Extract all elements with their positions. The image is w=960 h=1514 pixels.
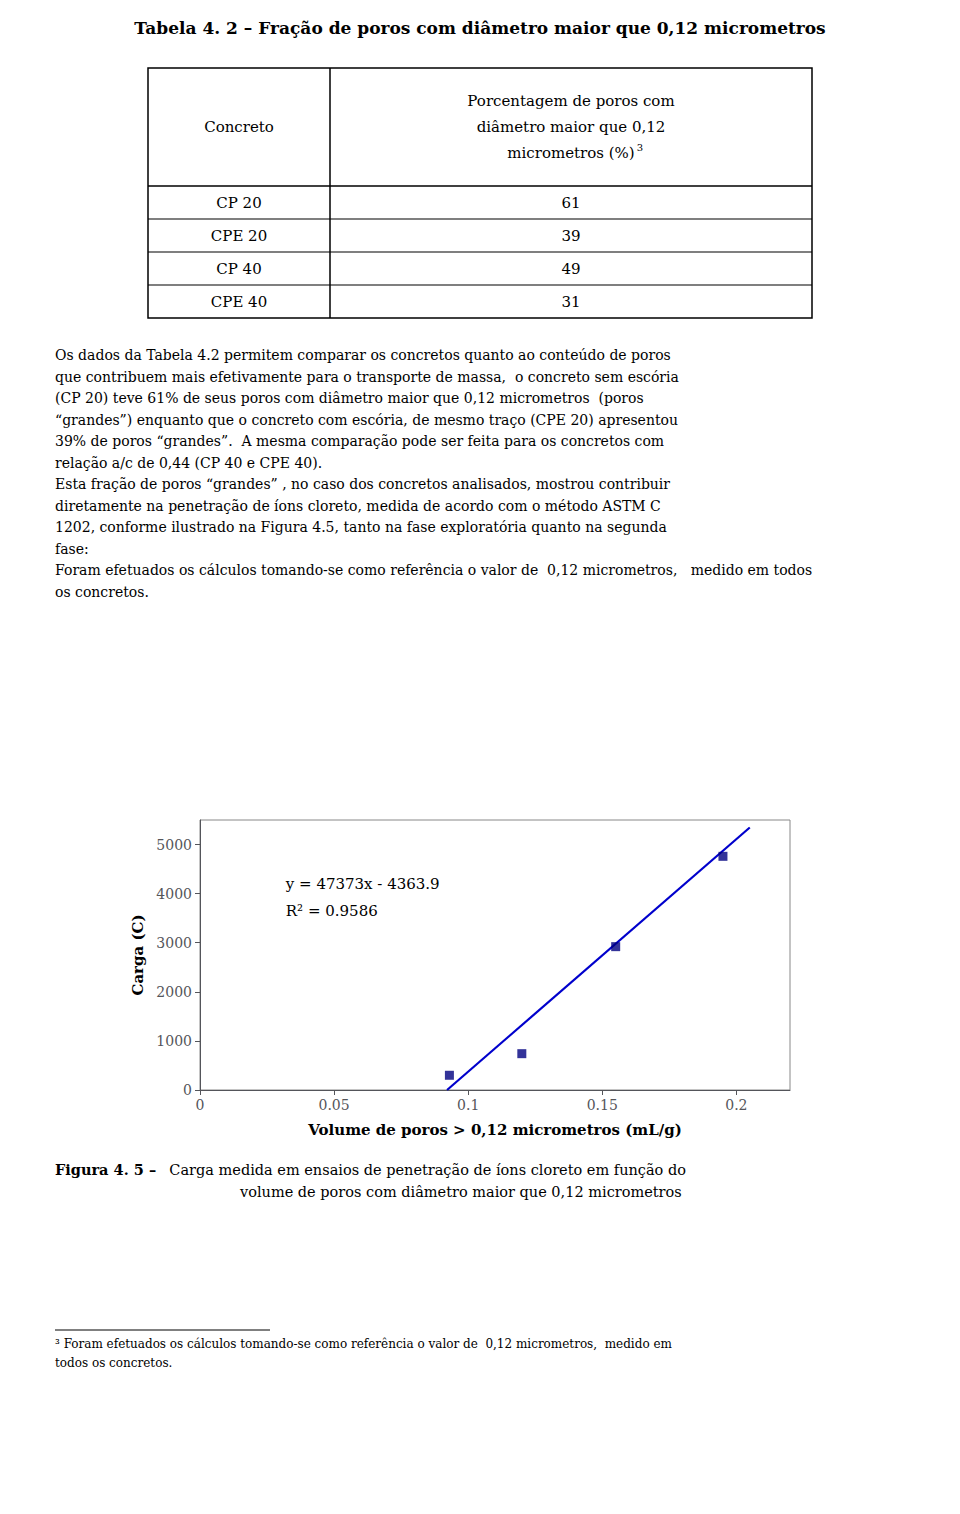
svg-text:1000: 1000 xyxy=(156,1033,192,1049)
svg-text:39: 39 xyxy=(561,227,580,245)
svg-text:Esta fração de poros “grandes”: Esta fração de poros “grandes” , no caso… xyxy=(55,476,670,492)
svg-text:31: 31 xyxy=(561,293,580,311)
svg-text:0: 0 xyxy=(196,1097,205,1113)
svg-text:os concretos.: os concretos. xyxy=(55,584,149,600)
svg-text:Concreto: Concreto xyxy=(204,118,274,136)
svg-text:diretamente na penetração de í: diretamente na penetração de íons cloret… xyxy=(55,498,661,514)
svg-text:4000: 4000 xyxy=(156,886,192,902)
svg-text:39% de poros “grandes”. A mes: 39% de poros “grandes”. A mesma comparaç… xyxy=(55,433,664,449)
svg-text:y = 47373x - 4363.9: y = 47373x - 4363.9 xyxy=(285,875,440,893)
svg-text:fase:: fase: xyxy=(55,541,89,557)
svg-text:Porcentagem de poros com: Porcentagem de poros com xyxy=(467,92,674,110)
svg-text:1202, conforme ilustrado na Fi: 1202, conforme ilustrado na Figura 4.5, … xyxy=(55,519,667,535)
svg-text:³ Foram efetuados os cálculos: ³ Foram efetuados os cálculos tomando-se… xyxy=(55,1337,673,1351)
svg-text:49: 49 xyxy=(561,260,580,278)
svg-text:0.15: 0.15 xyxy=(587,1097,618,1113)
svg-text:que contribuem mais efetivamen: que contribuem mais efetivamente para o … xyxy=(55,369,679,385)
svg-text:Carga medida em ensaios de pen: Carga medida em ensaios de penetração de… xyxy=(160,1162,686,1178)
svg-text:CPE 20: CPE 20 xyxy=(211,227,267,245)
svg-text:CPE 40: CPE 40 xyxy=(211,293,267,311)
svg-text:0.2: 0.2 xyxy=(725,1097,747,1113)
svg-text:3000: 3000 xyxy=(156,935,192,951)
svg-text:todos os concretos.: todos os concretos. xyxy=(55,1356,172,1370)
svg-text:(CP 20) teve 61% de seus poros: (CP 20) teve 61% de seus poros com diâme… xyxy=(55,390,644,406)
svg-text:0.1: 0.1 xyxy=(457,1097,479,1113)
svg-text:3: 3 xyxy=(637,142,643,153)
svg-text:2000: 2000 xyxy=(156,984,192,1000)
svg-text:Carga (C): Carga (C) xyxy=(129,914,147,995)
svg-text:0: 0 xyxy=(183,1082,192,1098)
svg-text:61: 61 xyxy=(561,194,580,212)
svg-text:diâmetro maior que 0,12: diâmetro maior que 0,12 xyxy=(477,118,666,136)
svg-text:Tabela 4. 2 – Fração de poros: Tabela 4. 2 – Fração de poros com diâmet… xyxy=(134,18,825,38)
svg-text:relação a/c de 0,44 (CP 40 e C: relação a/c de 0,44 (CP 40 e CPE 40). xyxy=(55,455,322,471)
svg-text:micrometros (%): micrometros (%) xyxy=(507,144,634,162)
svg-text:Volume de poros > 0,12 microme: Volume de poros > 0,12 micrometros (mL/g… xyxy=(307,1121,681,1139)
svg-text:CP 20: CP 20 xyxy=(216,194,261,212)
svg-text:5000: 5000 xyxy=(156,837,192,853)
svg-text:Figura 4. 5 –: Figura 4. 5 – xyxy=(55,1161,156,1178)
svg-text:R² = 0.9586: R² = 0.9586 xyxy=(286,902,378,920)
svg-text:Foram efetuados os cálculos to: Foram efetuados os cálculos tomando-se c… xyxy=(55,562,812,578)
svg-text:CP 40: CP 40 xyxy=(216,260,261,278)
svg-text:Os dados da Tabela 4.2 permite: Os dados da Tabela 4.2 permitem comparar… xyxy=(55,347,671,363)
svg-text:“grandes”) enquanto que o conc: “grandes”) enquanto que o concreto com e… xyxy=(55,412,678,428)
svg-text:0.05: 0.05 xyxy=(319,1097,350,1113)
svg-text:volume de poros com diâmetro m: volume de poros com diâmetro maior que 0… xyxy=(239,1184,682,1200)
